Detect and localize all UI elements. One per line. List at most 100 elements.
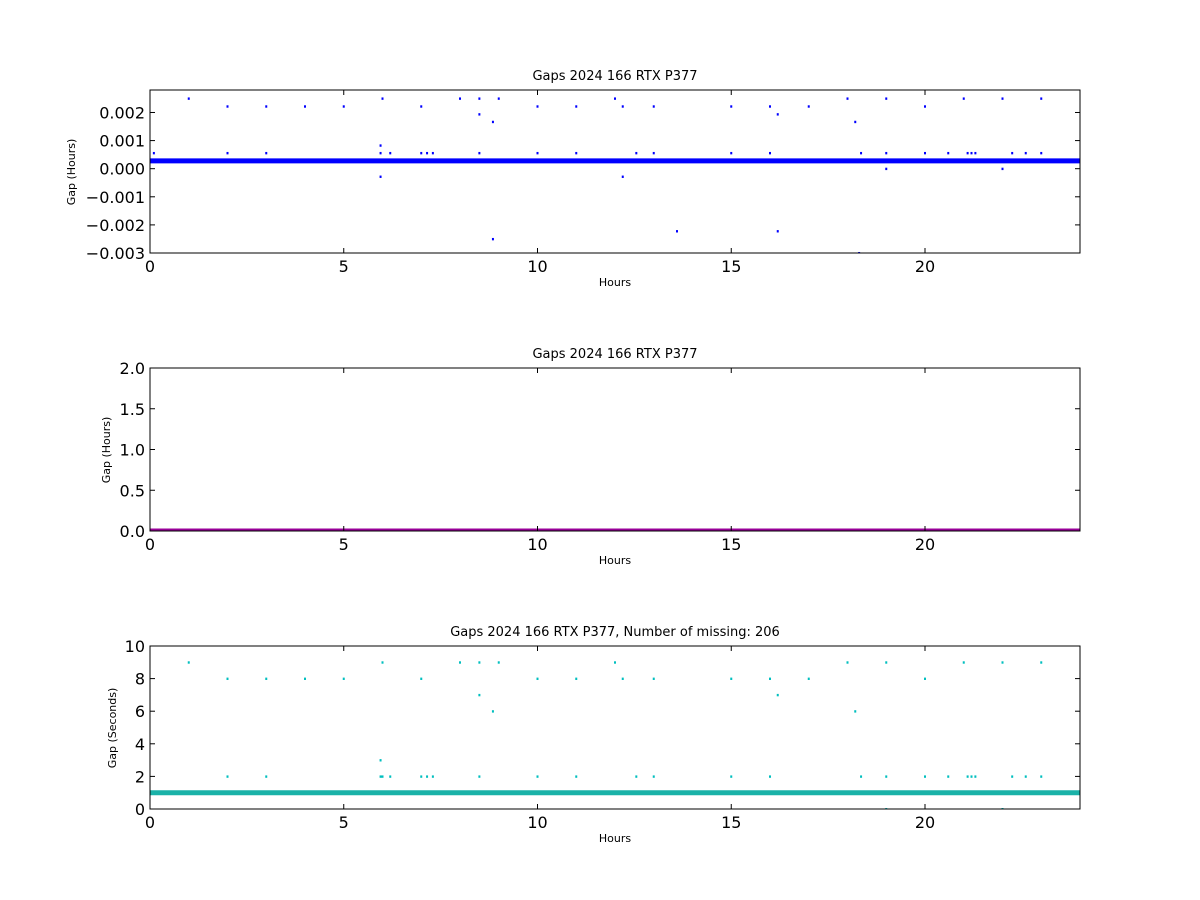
data-point [1001,661,1004,664]
data-point [379,151,382,155]
data-point [1040,661,1043,664]
data-point [536,151,539,155]
data-point [974,151,977,155]
data-point [885,661,888,664]
y-tick-label: 4 [135,735,145,754]
data-point [1040,775,1043,778]
data-point [575,775,578,778]
x-tick-label: 20 [915,257,935,276]
panel-bottom: Gaps 2024 166 RTX P377, Number of missin… [106,625,1081,845]
data-point [420,151,423,155]
data-point [575,105,578,108]
data-point [152,151,155,155]
data-point [769,775,771,778]
data-point [769,677,771,680]
y-tick-label: −0.001 [86,188,145,207]
x-tick-label: 15 [721,257,741,276]
y-tick-label: 1.5 [120,400,145,419]
data-point [730,151,733,155]
data-point [924,677,926,680]
data-point [575,677,578,680]
y-tick-label: 8 [135,670,145,689]
y-axis-label: Gap (Hours) [65,139,78,206]
y-tick-label: 2.0 [120,359,145,378]
data-point [621,677,624,680]
y-tick-label: 1.0 [120,441,145,460]
data-point [652,677,655,680]
chart-title: Gaps 2024 166 RTX P377 [532,69,697,84]
data-point [1024,775,1027,778]
data-point [1001,97,1004,100]
data-point [381,661,384,664]
data-point [389,151,392,155]
data-point [860,775,863,778]
x-axis-label: Hours [599,832,631,845]
x-tick-label: 0 [145,257,155,276]
data-point [342,105,345,108]
data-point [379,175,382,178]
data-point [807,677,810,680]
data-point [304,677,306,680]
data-point [491,710,494,713]
y-tick-label: 10 [125,637,145,656]
axes-frame [149,645,1081,810]
data-point [491,120,494,124]
data-point [776,113,779,116]
data-point [730,677,733,680]
axes-frame [149,89,1081,254]
data-point [342,677,345,680]
y-tick-label: 0 [135,800,145,819]
data-point [970,151,973,155]
data-point [478,113,481,116]
data-point [621,105,624,108]
data-point [807,105,810,108]
data-point [854,120,857,124]
data-point [459,97,461,100]
data-point [265,775,268,778]
y-tick-label: −0.002 [86,216,145,235]
data-point [676,230,678,233]
data-point [381,775,384,778]
data-point [1024,151,1027,155]
data-point [885,167,888,171]
data-point [304,105,306,108]
data-point [226,151,229,155]
data-point [478,97,481,100]
data-point [769,151,771,155]
data-point [614,661,616,664]
data-point [635,151,638,155]
data-point [420,775,423,778]
data-point [614,97,616,100]
data-point [497,661,500,664]
plot-area [150,97,1080,253]
data-point [431,151,434,155]
data-point [635,775,638,778]
x-tick-label: 0 [145,535,155,554]
data-point [924,151,926,155]
data-point [970,775,973,778]
data-point [1040,97,1043,100]
data-point [776,693,779,697]
y-axis-label: Gap (Hours) [100,417,113,484]
y-tick-label: −0.003 [86,244,145,263]
data-point [962,661,965,664]
chart-title: Gaps 2024 166 RTX P377, Number of missin… [450,625,780,640]
data-point [536,105,539,108]
data-point [459,661,461,664]
data-point [885,775,888,778]
data-point [854,710,857,713]
data-point [187,97,190,100]
data-point [478,661,481,664]
data-point [947,775,950,778]
y-tick-label: 0.000 [99,160,145,179]
data-point [1011,151,1014,155]
data-point [265,151,268,155]
data-point [1011,775,1014,778]
data-point [885,151,888,155]
chart-title: Gaps 2024 166 RTX P377 [532,347,697,362]
panel-middle: Gaps 2024 166 RTX P377 Hours Gap (Hours)… [100,347,1081,567]
x-tick-label: 20 [915,813,935,832]
data-point [389,775,392,778]
x-tick-label: 5 [339,257,349,276]
